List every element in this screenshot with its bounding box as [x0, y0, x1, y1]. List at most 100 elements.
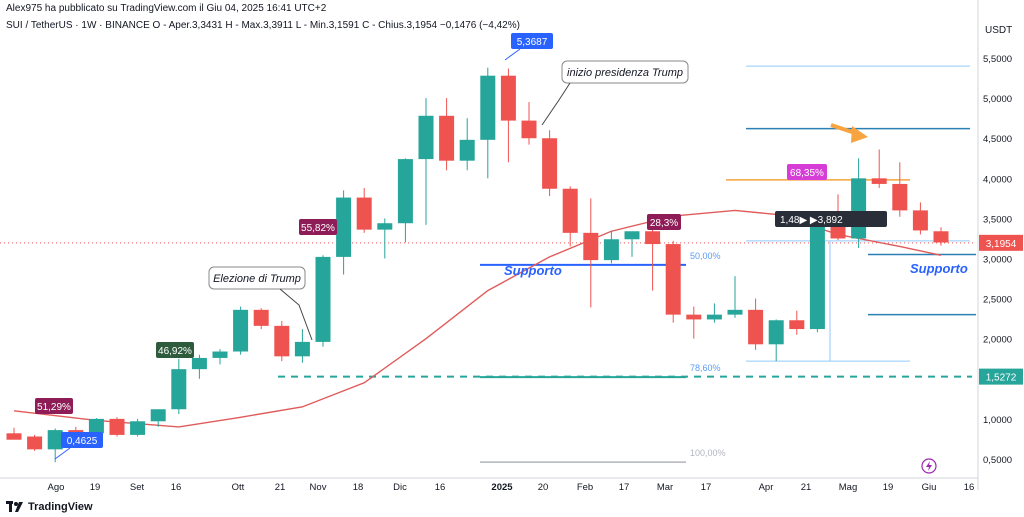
low-pointer [54, 447, 71, 460]
x-tick-label: Ago [48, 482, 65, 493]
candle-up [809, 213, 825, 330]
candle-up [191, 357, 207, 370]
fib-786-label: 78,60% [690, 363, 721, 373]
x-tick-label: Ott [232, 482, 245, 493]
candle-down [665, 244, 681, 315]
candle-up [377, 223, 393, 230]
pct-label-3-box [299, 219, 337, 235]
callout-trump-election: Elezione di Trump [213, 273, 301, 285]
callout-trump-presidency: inizio presidenza Trump [567, 67, 683, 79]
pct-label-5-box [787, 164, 827, 180]
x-tick-label: 19 [883, 482, 894, 493]
y-tick-label: 1,0000 [983, 415, 1012, 426]
publisher-line: Alex975 ha pubblicato su TradingView.com… [6, 3, 327, 14]
pct-label-2-box [156, 342, 194, 358]
moving-average-line [13, 209, 942, 428]
x-tick-label: Feb [577, 482, 593, 493]
candle-up [88, 418, 104, 434]
candle-up [171, 369, 187, 410]
support-label-right: Supporto [910, 261, 968, 276]
pct-label-5: 68,35% [790, 168, 824, 179]
x-tick-label: Apr [759, 482, 774, 493]
candle-up [459, 139, 475, 161]
candle-up [233, 309, 249, 352]
candle-down [500, 75, 516, 121]
flash-icon-bolt [926, 461, 932, 471]
high-price-label: 5,3687 [517, 37, 548, 48]
x-tick-label: 19 [90, 482, 101, 493]
y-tick-label: 4,5000 [983, 134, 1012, 145]
candle-down [871, 178, 887, 184]
candle-up [294, 341, 310, 357]
candle-down [439, 115, 455, 161]
candle-down [274, 325, 290, 357]
candle-up [397, 159, 413, 224]
x-tick-label: 20 [538, 482, 549, 493]
x-tick-label: Nov [310, 482, 327, 493]
x-tick-label: Mag [839, 482, 857, 493]
brand-label: TradingView [28, 501, 93, 513]
candle-up [851, 178, 867, 239]
tradingview-icon [6, 501, 23, 512]
fib-50-label: 50,00% [690, 251, 721, 261]
tradingview-logo: TradingView [6, 501, 93, 513]
candle-up [47, 430, 63, 450]
callout-box [208, 266, 306, 290]
dark-range-label: 1,48▶ ▶3,892 [780, 215, 843, 226]
x-tick-label: 2025 [491, 482, 513, 493]
x-tick-label: 16 [171, 482, 182, 493]
candle-down [789, 320, 805, 330]
x-tick-label: Dic [393, 482, 407, 493]
low-price-label-box [61, 432, 103, 448]
candle-down [686, 314, 702, 320]
candle-up [150, 409, 166, 422]
candle-up [706, 314, 722, 320]
y-tick-label: 4,0000 [983, 174, 1012, 185]
y-tick-label: 5,5000 [983, 54, 1012, 65]
current-price-tag-box [979, 234, 1023, 251]
candle-up [624, 231, 640, 240]
candle-down [6, 433, 22, 440]
pct-label-4: 28,3% [650, 218, 678, 229]
y-tick-label: 5,0000 [983, 94, 1012, 105]
x-tick-label: 16 [435, 482, 446, 493]
pct-label-1-box [35, 398, 73, 414]
candle-up [480, 75, 496, 140]
y-tick-label: 2,0000 [983, 335, 1012, 346]
candle-up [768, 320, 784, 345]
candle-up [315, 256, 331, 342]
candle-down [912, 210, 928, 231]
high-pointer [504, 48, 521, 61]
x-tick-label: 17 [701, 482, 712, 493]
candle-up [130, 421, 146, 435]
support-label-left: Supporto [504, 263, 562, 278]
x-tick-label: Mar [657, 482, 673, 493]
y-tick-label: 2,5000 [983, 295, 1012, 306]
currency-label: USDT [985, 25, 1013, 36]
orange-arrow-head [851, 126, 868, 143]
candle-down [583, 232, 599, 261]
candle-up [727, 309, 743, 315]
pct-label-3: 55,82% [301, 223, 335, 234]
x-tick-label: 18 [353, 482, 364, 493]
pct-label-1: 51,29% [37, 402, 71, 413]
callout-pointer [541, 82, 571, 126]
x-tick-label: 17 [619, 482, 630, 493]
candle-up [603, 239, 619, 261]
dashed-price-tag: 1,5272 [986, 373, 1017, 384]
y-tick-label: 0,5000 [983, 455, 1012, 466]
callout-pointer [279, 288, 313, 341]
candle-up [418, 115, 434, 160]
candle-down [562, 188, 578, 233]
candle-down [542, 138, 558, 189]
ohlc-line: SUI / TetherUS · 1W · BINANCE O - Aper.3… [6, 20, 520, 31]
fib-100-label: 100,00% [690, 448, 726, 458]
candle-up [336, 197, 352, 257]
callout-box [561, 60, 689, 84]
x-tick-label: 21 [275, 482, 286, 493]
pct-label-4-box [647, 214, 681, 230]
candle-down [892, 183, 908, 211]
x-tick-label: 16 [964, 482, 975, 493]
high-price-label-box [511, 33, 553, 49]
